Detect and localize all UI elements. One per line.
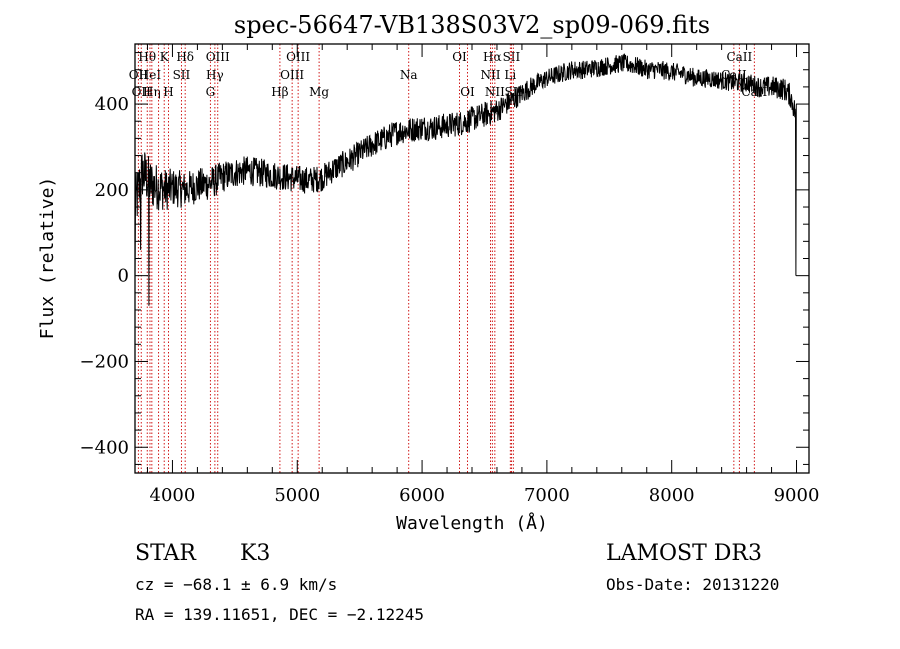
line-label: NII xyxy=(480,68,500,82)
line-label: Na xyxy=(400,68,418,82)
y-tick-label: 400 xyxy=(95,94,129,115)
line-label: OII xyxy=(132,85,152,99)
line-label: Hη xyxy=(143,85,161,99)
line-label: OIII xyxy=(280,68,304,82)
x-tick-label: 9000 xyxy=(774,485,820,506)
line-label: Li xyxy=(504,68,516,82)
x-axis-label: Wavelength (Å) xyxy=(396,512,548,534)
line-label: OI xyxy=(452,50,467,64)
line-label: G xyxy=(206,85,216,99)
x-tick-label: 7000 xyxy=(524,485,570,506)
flux-series xyxy=(134,52,797,306)
line-label: OIII xyxy=(206,50,230,64)
line-label: Hθ xyxy=(138,50,156,64)
line-label: CaII xyxy=(726,50,752,64)
line-label: OII xyxy=(129,68,149,82)
y-axis-label: Flux (relative) xyxy=(37,177,58,340)
y-tick-label: 200 xyxy=(95,180,129,201)
line-label: Hβ xyxy=(271,85,288,99)
redshift-cz: cz = −68.1 ± 6.9 km/s xyxy=(135,575,337,594)
x-tick-label: 4000 xyxy=(150,485,196,506)
x-tick-label: 8000 xyxy=(649,485,695,506)
axis-ticks: 4000 5000 6000 7000 8000 9000 −400 −200 0 200 400 xyxy=(80,44,820,506)
line-label: Hα xyxy=(483,50,502,64)
flux-line xyxy=(134,52,797,306)
chart-title: spec-56647-VB138S03V2_sp09-069.fits xyxy=(234,11,710,39)
line-label: OI xyxy=(460,85,475,99)
line-label: SII xyxy=(173,68,191,82)
line-label: K xyxy=(160,50,170,64)
line-label: NII xyxy=(485,85,505,99)
ra-dec: RA = 139.11651, DEC = −2.12245 xyxy=(135,605,424,624)
object-class: STAR xyxy=(135,541,197,566)
spectral-line-markers: OIIOIIHθHeIHηKHSIIHδGHγOIIIHβOIIIOIIIMgN… xyxy=(129,44,767,473)
line-label: H xyxy=(163,85,173,99)
line-label: Mg xyxy=(309,85,329,99)
y-tick-label: −200 xyxy=(80,351,129,372)
line-label: OIII xyxy=(286,50,310,64)
line-label: HeI xyxy=(139,68,162,82)
line-label: Hδ xyxy=(176,50,194,64)
x-tick-label: 5000 xyxy=(274,485,320,506)
x-tick-label: 6000 xyxy=(399,485,445,506)
observation-date: Obs-Date: 20131220 xyxy=(606,575,779,594)
survey-name: LAMOST DR3 xyxy=(606,541,762,566)
y-tick-label: 0 xyxy=(118,266,129,287)
y-tick-label: −400 xyxy=(80,437,129,458)
line-label: Hγ xyxy=(206,68,224,82)
line-label: SII xyxy=(503,50,521,64)
object-subclass: K3 xyxy=(240,541,270,566)
